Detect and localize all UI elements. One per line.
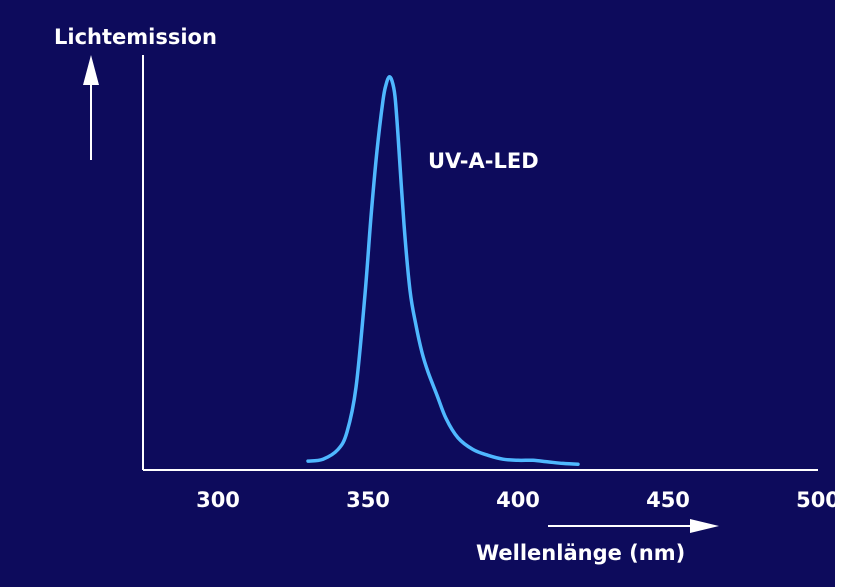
x-tick-label-500: 500 — [796, 488, 840, 512]
series-label-uv-a-led: UV-A-LED — [428, 149, 539, 173]
x-tick-label-450: 450 — [646, 488, 690, 512]
x-tick-label-400: 400 — [496, 488, 540, 512]
x-tick-labels: 300 350 400 450 500 — [196, 488, 840, 512]
y-axis-label: Lichtemission — [54, 25, 217, 49]
x-axis-label: Wellenlänge (nm) — [476, 541, 685, 565]
x-tick-label-350: 350 — [346, 488, 390, 512]
x-tick-label-300: 300 — [196, 488, 240, 512]
x-direction-arrow — [548, 519, 719, 533]
series-line-uv-a-led — [306, 75, 580, 466]
y-direction-arrow — [83, 55, 99, 160]
